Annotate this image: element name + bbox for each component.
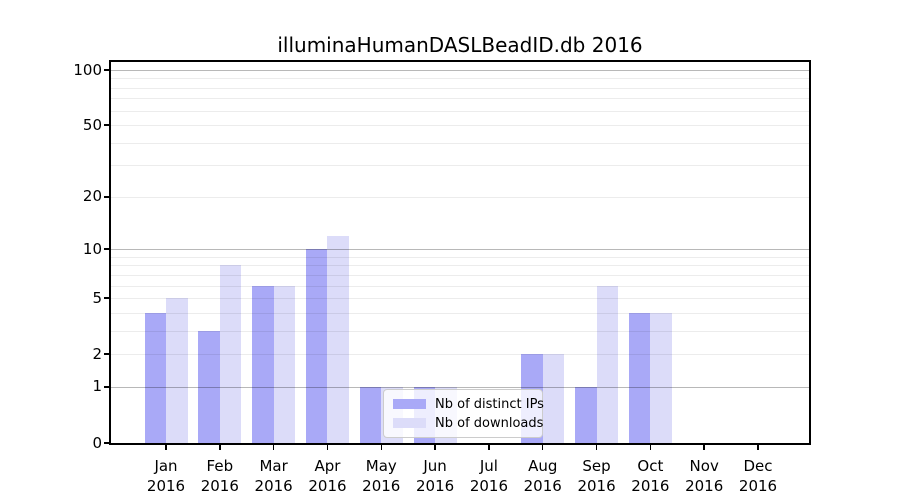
x-tick-label-jan: Jan 2016 [146,457,186,495]
gridline-minor-5 [110,298,810,300]
legend-label-downloads: Nb of downloads [435,415,544,431]
x-tick-apr [326,444,329,450]
gridline-minor-8 [110,265,810,267]
gridline-minor-80 [110,87,810,89]
gridline-minor-7 [110,274,810,276]
x-tick-label-oct: Oct 2016 [631,457,670,495]
bar-nb-of-distinct-ips-apr [305,249,328,443]
gridline-major-10 [110,249,810,251]
bar-nb-of-downloads-jan [166,298,188,443]
y-tick-label-50: 50 [82,115,102,134]
gridline-minor-30 [110,165,810,167]
gridline-major-100 [110,70,810,71]
bar-nb-of-distinct-ips-feb [198,330,220,443]
y-tick-10 [104,248,110,250]
spine-left [109,60,111,445]
spine-bottom [109,443,811,445]
legend-swatch-distinct-ips [393,399,426,409]
y-tick-label-100: 100 [73,60,102,79]
x-tick-label-feb: Feb 2016 [200,457,239,495]
x-tick-label-sep: Sep 2016 [577,457,616,495]
bar-nb-of-downloads-mar [273,285,296,443]
y-tick-1 [104,386,110,388]
x-tick-label-jul: Jul 2016 [469,457,508,495]
bar-nb-of-downloads-aug [542,354,565,443]
gridline-minor-90 [110,78,810,80]
bar-nb-of-distinct-ips-sep [575,386,597,443]
x-tick-nov [703,444,705,450]
spine-top [109,60,811,62]
legend: Nb of distinct IPs Nb of downloads [383,389,544,438]
bar-nb-of-distinct-ips-mar [252,285,274,443]
y-tick-label-20: 20 [82,187,102,206]
bar-nb-of-downloads-feb [219,265,242,443]
gridline-major-1 [110,386,810,388]
y-tick-20 [104,196,110,198]
gridline-minor-40 [110,142,810,144]
x-tick-label-nov: Nov 2016 [685,457,724,495]
gridline-minor-2 [110,354,810,356]
x-tick-label-jun: Jun 2016 [416,457,455,495]
spine-right [809,60,811,445]
gridline-minor-3 [110,330,810,332]
y-tick-100 [104,69,110,71]
bar-nb-of-downloads-apr [327,235,349,443]
plot-area [110,61,810,443]
y-tick-label-1: 1 [92,377,102,396]
gridline-minor-60 [110,110,810,112]
bar-nb-of-downloads-sep [596,285,619,443]
bar-nb-of-distinct-ips-oct [628,312,651,443]
x-tick-mar [272,444,275,450]
bar-nb-of-distinct-ips-may [359,386,382,443]
legend-label-distinct-ips: Nb of distinct IPs [435,396,544,412]
x-tick-may [380,444,383,450]
y-tick-5 [104,297,110,299]
legend-entry-distinct-ips: Nb of distinct IPs [393,396,544,412]
x-tick-oct [649,444,652,450]
x-tick-jul [488,444,490,450]
legend-swatch-downloads [393,418,426,428]
x-tick-feb [219,444,221,450]
x-tick-jun [434,444,436,450]
y-tick-label-0: 0 [92,433,102,452]
y-tick-50 [104,124,110,126]
x-tick-aug [541,444,544,450]
gridline-minor-20 [110,196,810,198]
x-tick-jan [165,444,167,450]
x-tick-label-dec: Dec 2016 [738,457,778,495]
x-tick-sep [595,444,598,450]
bar-nb-of-downloads-oct [650,312,672,443]
chart-title: illuminaHumanDASLBeadID.db 2016 [277,33,643,57]
y-tick-2 [104,353,110,355]
bar-nb-of-distinct-ips-jan [144,312,166,443]
gridline-minor-70 [110,98,810,100]
gridline-minor-4 [110,312,810,314]
x-tick-label-aug: Aug 2016 [523,457,562,495]
gridline-minor-6 [110,285,810,287]
y-tick-0 [104,442,110,444]
x-tick-label-mar: Mar 2016 [254,457,293,495]
y-tick-label-10: 10 [82,239,102,258]
y-tick-label-5: 5 [92,288,102,307]
x-tick-label-apr: Apr 2016 [308,457,347,495]
x-tick-dec [757,444,759,450]
gridline-minor-50 [110,125,810,127]
gridline-minor-9 [110,256,810,258]
y-tick-label-2: 2 [92,344,102,363]
x-tick-label-may: May 2016 [362,457,401,495]
legend-entry-downloads: Nb of downloads [393,415,543,431]
